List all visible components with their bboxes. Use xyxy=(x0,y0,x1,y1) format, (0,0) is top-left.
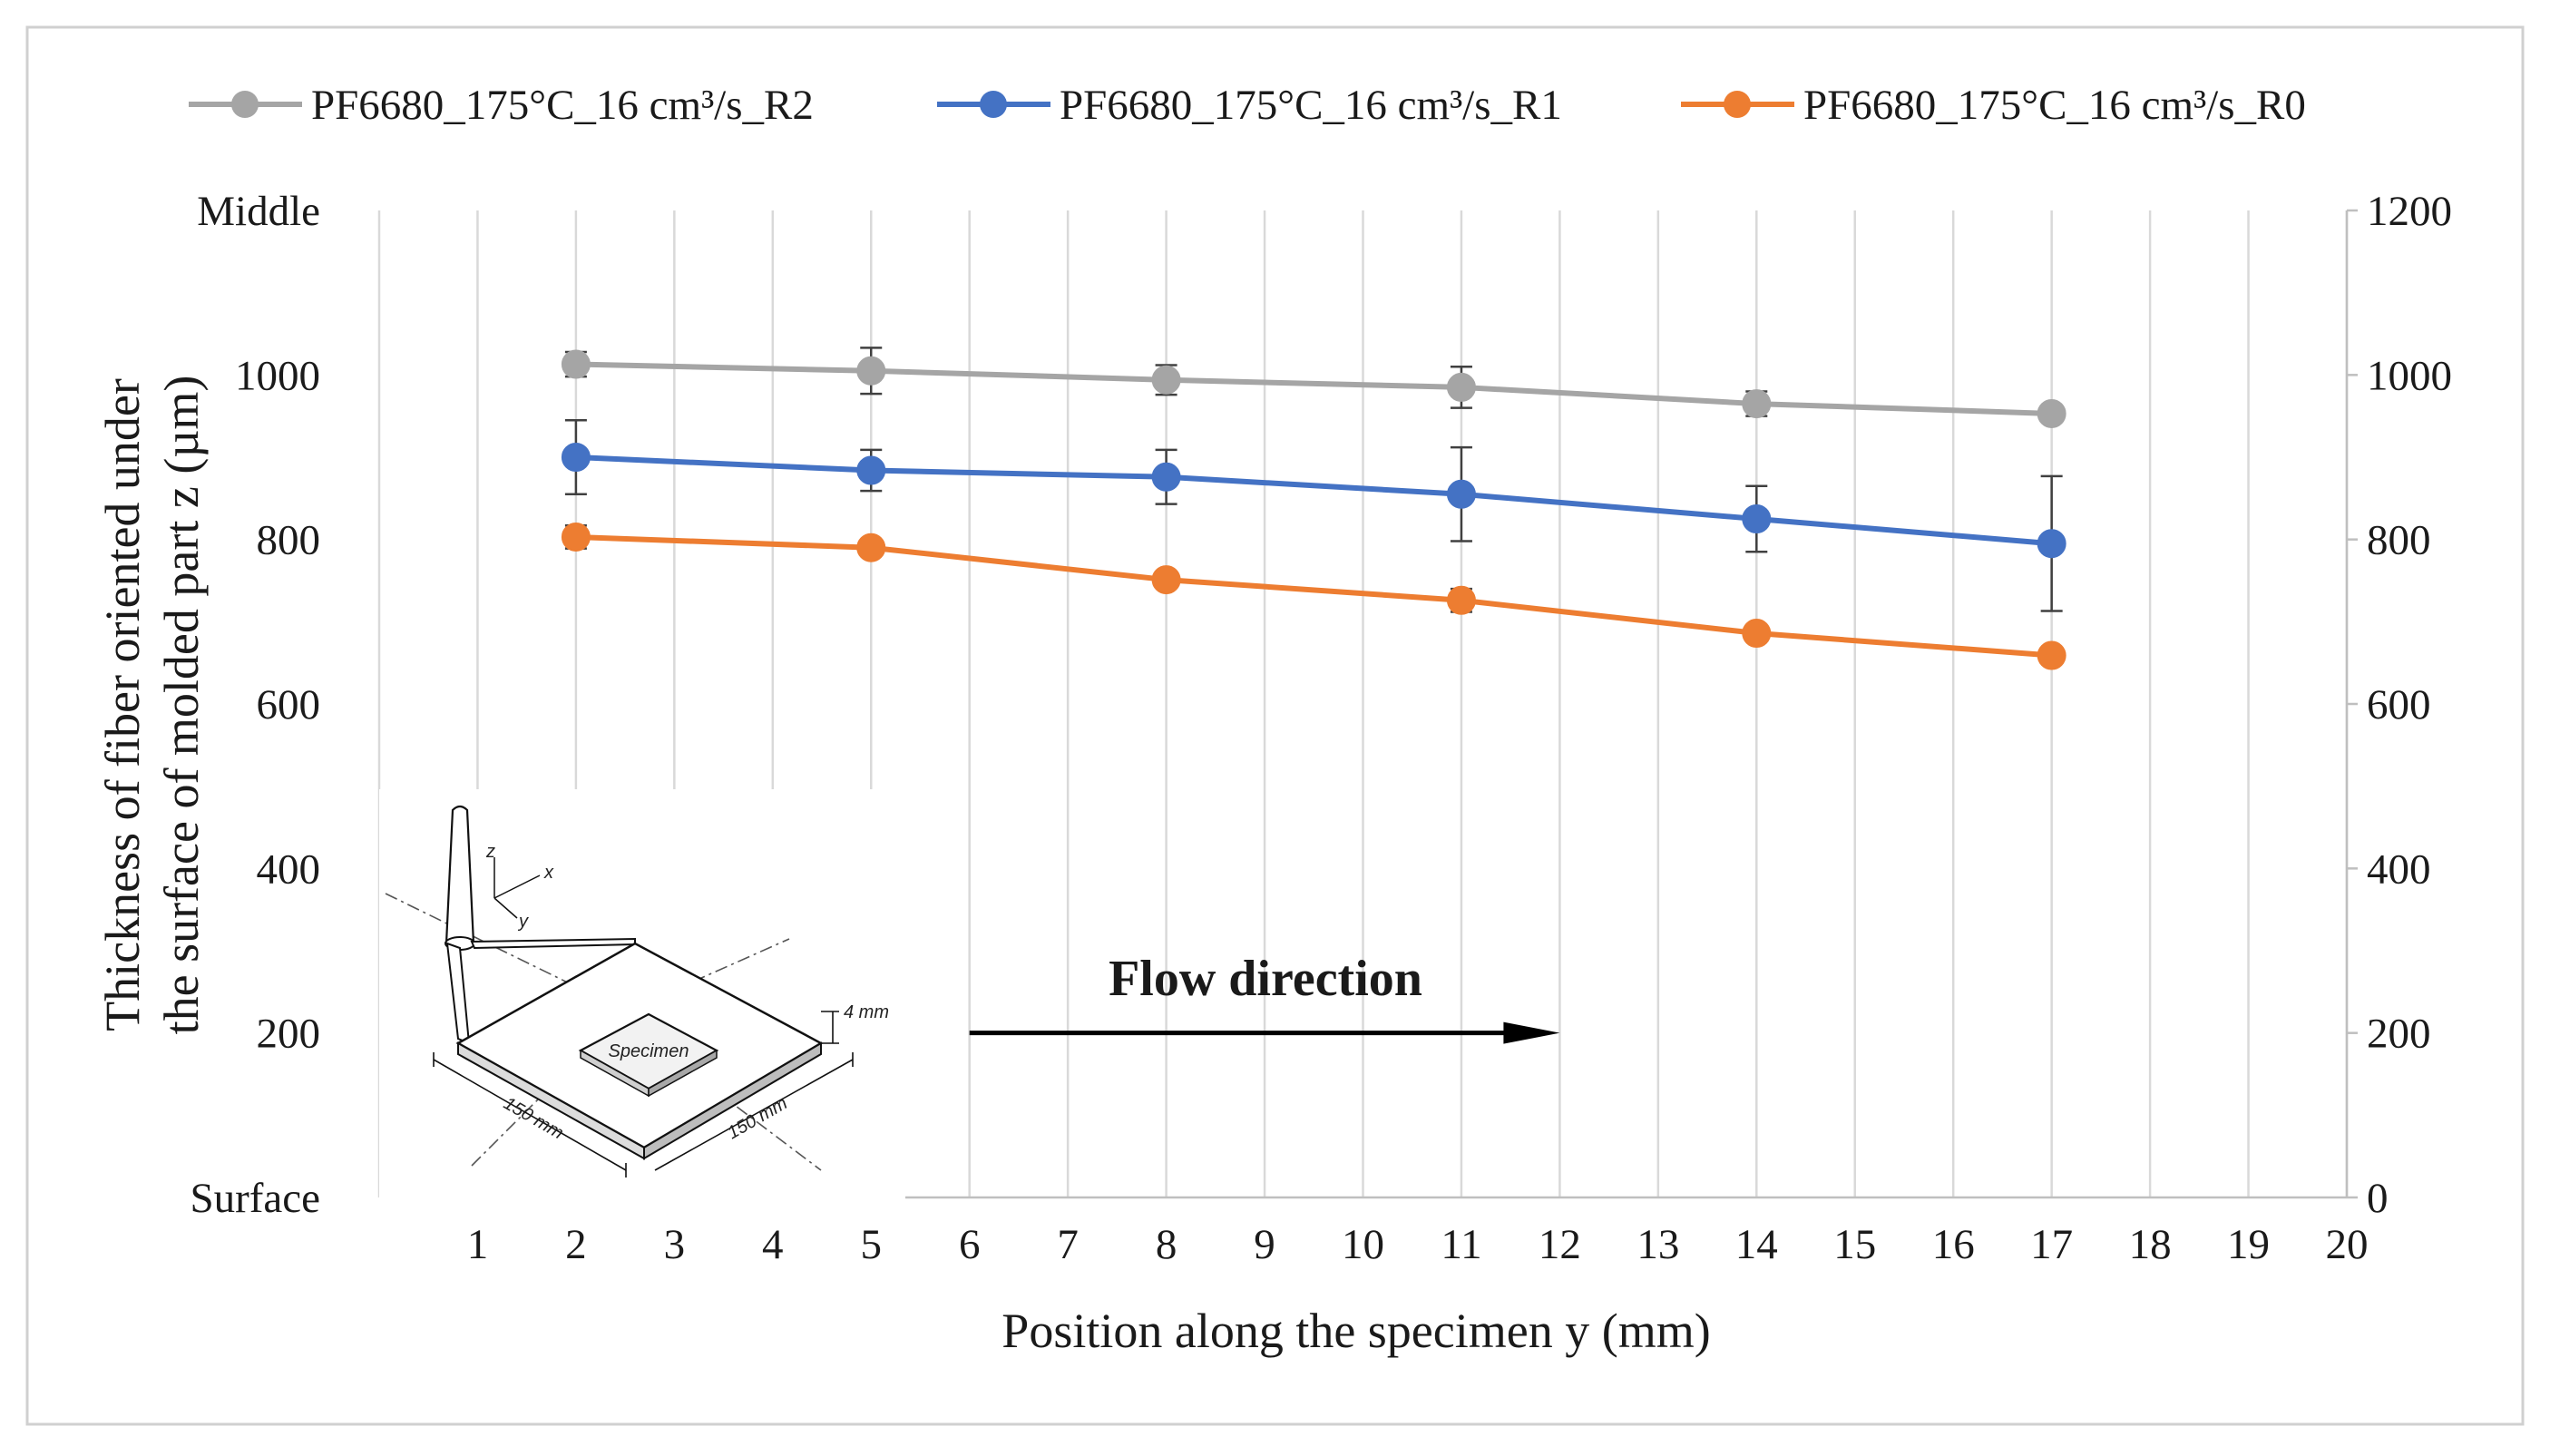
y-axis-title-line1: Thickness of fiber oriented under xyxy=(95,378,150,1031)
y-tick-label-left: Surface xyxy=(190,1175,320,1222)
inset-dimension-lines xyxy=(433,1011,854,1178)
data-point xyxy=(1446,479,1476,509)
x-tick-label: 2 xyxy=(565,1221,587,1268)
x-tick-label: 3 xyxy=(664,1221,686,1268)
axes: 1 2 3 4 5 6 7 8 9 10 11 12 13 14 15 16 17 18 19 20Surface20… xyxy=(190,188,2452,1268)
data-point xyxy=(856,356,886,386)
x-tick-label: 19 xyxy=(2227,1221,2270,1268)
y-tick-label-left: 1000 xyxy=(235,352,320,399)
legend-marker xyxy=(980,91,1007,118)
data-point xyxy=(1742,619,1772,649)
x-tick-label: 14 xyxy=(1735,1221,1778,1268)
y-tick-label-left: Middle xyxy=(197,188,320,235)
y-tick-label-right: 1000 xyxy=(2367,352,2452,399)
data-point xyxy=(856,455,886,485)
inset-axis-z: z xyxy=(485,842,495,862)
flow-arrow-head xyxy=(1503,1021,1560,1044)
x-tick-label: 9 xyxy=(1254,1221,1275,1268)
legend-label: PF6680_175°C_16 cm³/s_R0 xyxy=(1803,82,2306,129)
y-tick-label-right: 400 xyxy=(2367,845,2431,893)
flow-direction-arrow xyxy=(969,1021,1560,1044)
x-tick-label: 18 xyxy=(2129,1221,2172,1268)
y-tick-label-left: 800 xyxy=(257,517,321,564)
legend-label: PF6680_175°C_16 cm³/s_R2 xyxy=(311,82,814,129)
inset-specimen-side-right xyxy=(648,1049,718,1098)
x-tick-label: 17 xyxy=(2030,1221,2073,1268)
x-tick-label: 15 xyxy=(1833,1221,1876,1268)
y-tick-label-left: 400 xyxy=(257,845,321,893)
y-tick-label-right: 600 xyxy=(2367,681,2431,728)
data-point xyxy=(561,522,591,552)
x-tick-label: 4 xyxy=(762,1221,784,1268)
data-point xyxy=(561,443,591,472)
series-line xyxy=(575,533,2052,659)
x-tick-label: 20 xyxy=(2326,1221,2369,1268)
series-1 xyxy=(561,347,2066,428)
x-tick-label: 8 xyxy=(1156,1221,1177,1268)
series-line xyxy=(575,454,2052,547)
flow-direction-label: Flow direction xyxy=(1109,951,1422,1007)
y-tick-label-left: 600 xyxy=(257,681,321,728)
data-point xyxy=(1742,389,1772,419)
x-axis-title: Position along the specimen y (mm) xyxy=(1001,1304,1710,1358)
y-tick-label-right: 0 xyxy=(2367,1175,2389,1222)
series-2 xyxy=(561,418,2066,612)
data-point xyxy=(1151,565,1181,595)
series-line xyxy=(575,361,2052,416)
x-tick-label: 5 xyxy=(861,1221,883,1268)
data-point xyxy=(1446,585,1476,615)
x-tick-label: 12 xyxy=(1539,1221,1581,1268)
x-tick-label: 1 xyxy=(467,1221,489,1268)
chart-frame xyxy=(25,25,2525,1426)
data-point xyxy=(1151,462,1181,492)
x-tick-label: 13 xyxy=(1636,1221,1679,1268)
inset-axis-x: x xyxy=(543,863,554,883)
inset-plate-side-right xyxy=(643,1041,822,1160)
data-point xyxy=(856,533,886,562)
data-point xyxy=(1151,365,1181,395)
data-point xyxy=(2037,398,2066,428)
y-axis-title-line2: the surface of molded part z (µm) xyxy=(154,376,209,1035)
data-point xyxy=(2037,640,2066,670)
x-tick-label: 10 xyxy=(1342,1221,1384,1268)
legend: PF6680_175°C_16 cm³/s_R2 PF6680_175°C_16 … xyxy=(189,82,2306,129)
y-tick-label-right: 800 xyxy=(2367,517,2431,564)
y-axis-title: Thickness of fiber oriented under the su… xyxy=(95,376,209,1035)
inset-specimen-label: Specimen xyxy=(609,1041,689,1061)
y-tick-label-left: 200 xyxy=(257,1011,321,1058)
legend-marker xyxy=(231,91,259,118)
mold-inset-illustration: Specimen 150 mm 150 mm 4 mm z x y xyxy=(379,789,905,1207)
inset-axis-triad xyxy=(493,857,541,919)
x-tick-label: 16 xyxy=(1932,1221,1975,1268)
data-point xyxy=(2037,529,2066,559)
series-layer xyxy=(561,347,2066,670)
inset-thickness-label: 4 mm xyxy=(844,1002,889,1022)
x-tick-label: 7 xyxy=(1057,1221,1079,1268)
series-3 xyxy=(561,522,2066,670)
y-tick-label-right: 200 xyxy=(2367,1011,2431,1058)
legend-label: PF6680_175°C_16 cm³/s_R1 xyxy=(1060,82,1562,129)
inset-sprue xyxy=(445,805,475,945)
x-tick-label: 6 xyxy=(959,1221,981,1268)
data-point xyxy=(1742,504,1772,533)
data-point xyxy=(561,349,591,379)
y-tick-label-right: 1200 xyxy=(2367,188,2452,235)
inset-axis-y: y xyxy=(517,912,529,932)
data-point xyxy=(1446,372,1476,402)
legend-marker xyxy=(1724,91,1751,118)
x-tick-label: 11 xyxy=(1441,1221,1481,1268)
